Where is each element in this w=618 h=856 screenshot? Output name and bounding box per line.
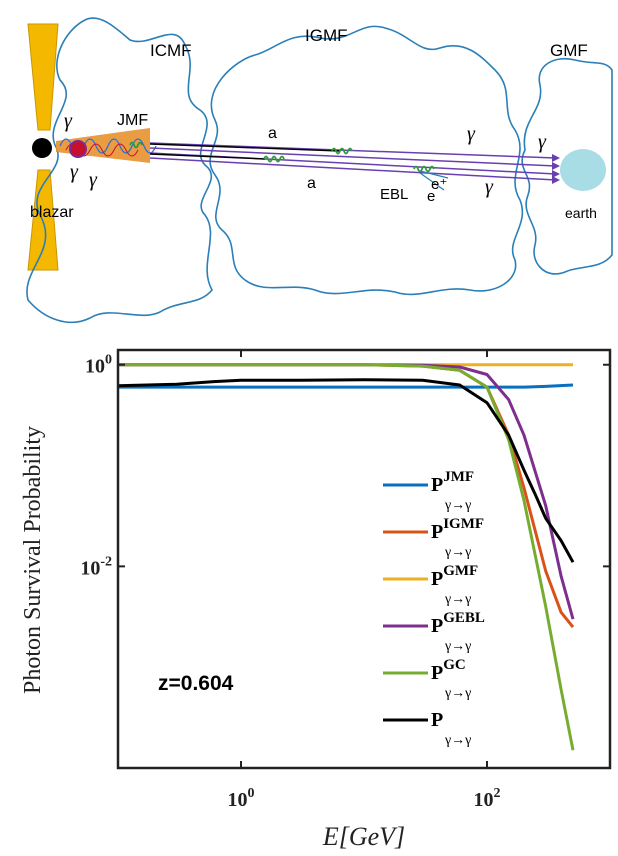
- ebl-label: EBL: [380, 186, 408, 203]
- legend-subscript: γ→γ: [444, 545, 471, 560]
- electron-label: e: [427, 188, 435, 205]
- icmf-field-boundary: [26, 17, 213, 324]
- igmf-field-boundary: [209, 25, 524, 296]
- legend-entry-jmf: PJMF γ→γ: [383, 469, 474, 513]
- positron-label: e⁺: [431, 176, 447, 193]
- earth-label: earth: [565, 205, 597, 221]
- plot-frame: [116, 348, 612, 770]
- earth-disc: [560, 149, 606, 191]
- x-tick-label: 100: [228, 786, 255, 811]
- axion-label-1: a: [268, 125, 277, 142]
- chart-series: [117, 363, 575, 751]
- photon-label-6: γ: [538, 131, 547, 153]
- legend-entry-igmf: PIGMF γ→γ: [383, 516, 484, 560]
- conversion-springs: [129, 141, 435, 173]
- legend-entry-gc: PGC γ→γ: [383, 657, 471, 701]
- legend-label: PGC: [431, 657, 466, 684]
- legend-subscript: γ→γ: [444, 498, 471, 513]
- ray-arrowheads: [552, 154, 560, 184]
- photon-label-3: γ: [89, 169, 98, 191]
- axis-ticks: 100 102 100 10-2: [80, 350, 610, 811]
- redshift-annotation: z=0.604: [158, 672, 234, 695]
- pair-production-lines: [419, 170, 449, 191]
- gmf-field-boundary: [521, 58, 613, 275]
- blazar-label: blazar: [30, 204, 74, 221]
- photon-label-2: γ: [70, 161, 79, 183]
- legend-label: P: [431, 709, 443, 731]
- gmf-label: GMF: [550, 41, 588, 60]
- legend-subscript: γ→γ: [444, 592, 471, 607]
- series-line-jmf: [118, 383, 574, 389]
- x-tick-label: 102: [474, 786, 501, 811]
- legend-entry-gmf: PGMF γ→γ: [383, 563, 478, 607]
- legend-subscript: γ→γ: [444, 733, 471, 748]
- blazar-core: [32, 138, 52, 158]
- legend-label: PGMF: [431, 563, 478, 590]
- y-tick-label: 10-2: [80, 554, 112, 579]
- x-axis-label: E[GeV]: [322, 822, 405, 851]
- blazar-jet-upper: [27, 23, 59, 131]
- axion-label-2: a: [307, 175, 316, 192]
- photon-label-4: γ: [467, 123, 476, 145]
- icmf-label: ICMF: [150, 41, 192, 60]
- legend-label: PGEBL: [431, 610, 485, 637]
- axion-rays: [149, 143, 341, 160]
- series-line-igmf: [118, 363, 575, 629]
- legend-subscript: γ→γ: [444, 686, 471, 701]
- propagation-diagram: ICMF IGMF GMF JMF blazar earth γ γ γ γ γ…: [26, 17, 613, 324]
- legend-label: PIGMF: [431, 516, 484, 543]
- series-line-total: [117, 378, 575, 563]
- y-axis-label: Photon Survival Probability: [20, 426, 46, 694]
- emission-region: [69, 140, 87, 158]
- legend-subscript: γ→γ: [444, 639, 471, 654]
- legend-label: PJMF: [431, 469, 474, 496]
- photon-label-5: γ: [485, 176, 494, 198]
- photon-label-1: γ: [64, 110, 73, 132]
- legend-entry-total: Pγ→γ: [383, 709, 471, 748]
- series-line-gebl: [118, 363, 575, 620]
- series-line-gc: [118, 363, 575, 751]
- y-tick-label: 100: [85, 353, 112, 378]
- legend-entry-gebl: PGEBL γ→γ: [383, 610, 485, 654]
- igmf-label: IGMF: [305, 26, 348, 45]
- jmf-label: JMF: [117, 112, 148, 129]
